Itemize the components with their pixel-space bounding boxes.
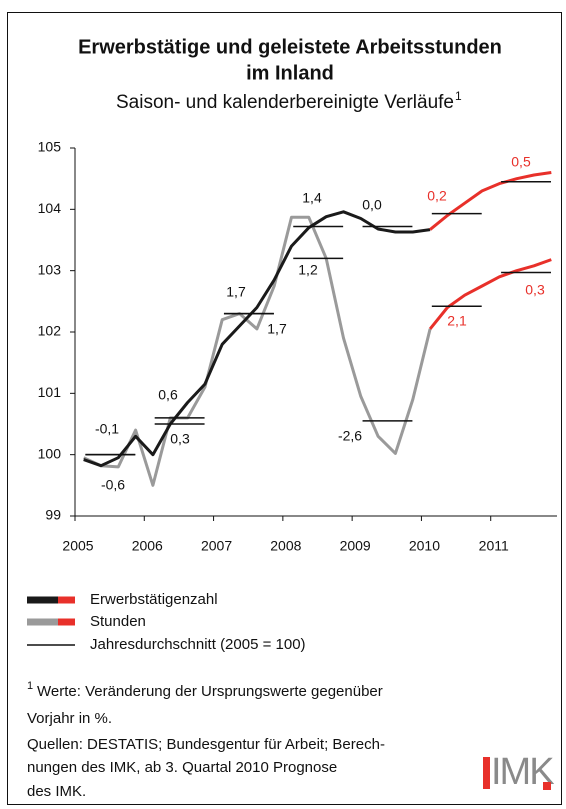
logo-dot bbox=[543, 782, 551, 790]
y-tick-label: 100 bbox=[38, 445, 62, 461]
legend-label: Stunden bbox=[90, 613, 146, 630]
y-tick-label: 104 bbox=[38, 200, 62, 216]
x-tick-label: 2005 bbox=[62, 538, 93, 554]
series-line bbox=[83, 210, 431, 468]
y-tick-label: 105 bbox=[38, 139, 62, 155]
y-tick-label: 101 bbox=[38, 384, 62, 400]
legend-swatch bbox=[58, 596, 75, 604]
legend-swatch bbox=[58, 618, 75, 626]
growth-label: -0,1 bbox=[95, 421, 119, 437]
chart-title: im Inland bbox=[246, 62, 334, 84]
series-line bbox=[83, 215, 432, 487]
growth-label: 0,0 bbox=[362, 197, 382, 213]
x-tick-label: 2007 bbox=[201, 538, 232, 554]
legend-swatch bbox=[27, 596, 58, 604]
legend-swatch bbox=[27, 618, 58, 626]
legend-label: Erwerbstätigenzahl bbox=[90, 591, 218, 608]
footnote-line: nungen des IMK, ab 3. Quartal 2010 Progn… bbox=[27, 759, 337, 776]
footnote-marker: 1 bbox=[27, 680, 33, 692]
chart-title: Erwerbstätige und geleistete Arbeitsstun… bbox=[78, 36, 502, 58]
growth-label: 0,5 bbox=[511, 154, 531, 170]
legend-label: Jahresdurchschnitt (2005 = 100) bbox=[90, 636, 306, 653]
x-tick-label: 2011 bbox=[479, 538, 509, 554]
forecast-line bbox=[428, 258, 552, 330]
x-tick-label: 2009 bbox=[340, 538, 371, 554]
growth-label: 2,1 bbox=[447, 313, 467, 329]
footnote-line: des IMK. bbox=[27, 783, 86, 800]
growth-label: 1,2 bbox=[298, 262, 318, 278]
footnote-line: Werte: Veränderung der Ursprungswerte ge… bbox=[37, 683, 383, 700]
y-tick-label: 102 bbox=[38, 323, 62, 339]
growth-label: 0,3 bbox=[525, 282, 545, 298]
footnote-line: Vorjahr in %. bbox=[27, 710, 112, 727]
x-tick-label: 2008 bbox=[270, 538, 301, 554]
growth-label: 0,2 bbox=[427, 188, 447, 204]
growth-label: 1,7 bbox=[267, 321, 287, 337]
growth-label: 0,6 bbox=[158, 387, 178, 403]
growth-label: 1,7 bbox=[226, 284, 246, 300]
footnote-marker: 1 bbox=[455, 89, 462, 103]
x-tick-label: 2010 bbox=[409, 538, 440, 554]
y-tick-label: 99 bbox=[45, 507, 61, 523]
y-tick-label: 103 bbox=[38, 261, 62, 277]
growth-label: -2,6 bbox=[338, 428, 362, 444]
x-tick-label: 2006 bbox=[132, 538, 163, 554]
growth-label: 0,3 bbox=[170, 431, 190, 447]
growth-label: -0,6 bbox=[101, 477, 125, 493]
chart-subtitle: Saison- und kalenderbereinigte Verläufe bbox=[116, 92, 454, 113]
frame bbox=[7, 12, 562, 805]
logo: IMK bbox=[483, 751, 556, 793]
growth-label: 1,4 bbox=[302, 190, 322, 206]
footnote-line: Quellen: DESTATIS; Bundesgentur für Arbe… bbox=[27, 736, 385, 753]
logo-bar bbox=[483, 757, 490, 789]
